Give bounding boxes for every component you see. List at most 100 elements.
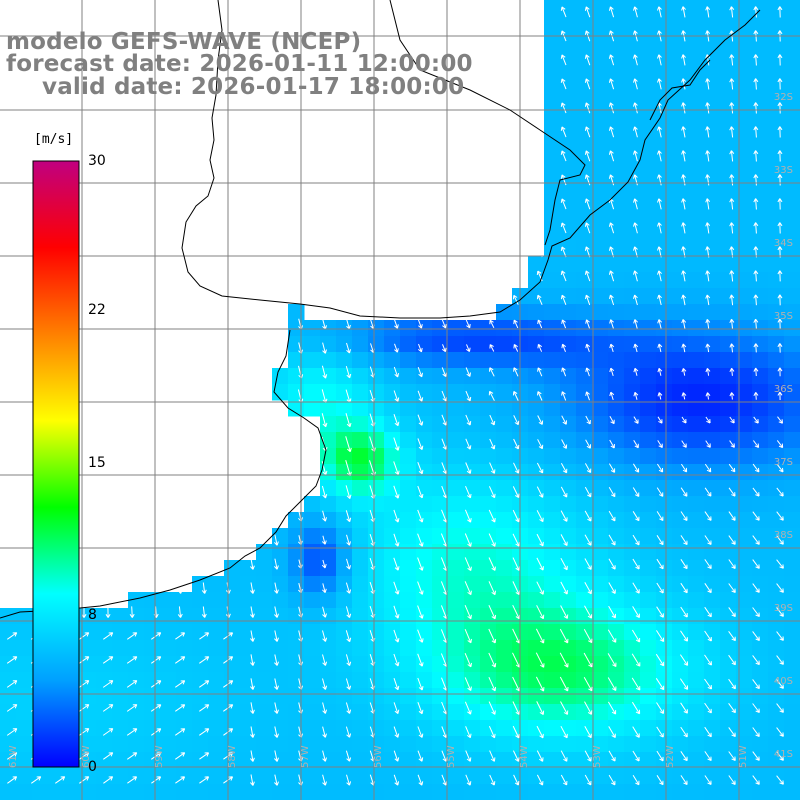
field-cell <box>720 144 737 161</box>
wind-arrow <box>488 557 496 571</box>
field-cell <box>592 144 609 161</box>
field-cell <box>592 784 609 801</box>
field-cell <box>0 640 17 657</box>
field-cell <box>640 128 657 145</box>
field-cell <box>624 176 641 193</box>
wind-arrow <box>151 776 162 784</box>
field-cell <box>656 400 673 417</box>
field-cell <box>688 176 705 193</box>
field-cell <box>624 384 641 401</box>
field-cell <box>624 768 641 785</box>
field-cell <box>768 400 785 417</box>
field-cell <box>624 80 641 97</box>
wind-arrow <box>345 654 352 666</box>
wind-arrow <box>729 416 735 424</box>
field-cell <box>576 16 593 33</box>
field-cell <box>672 192 689 209</box>
field-cell <box>112 640 129 657</box>
field-cell <box>368 688 385 705</box>
field-cell <box>784 96 800 113</box>
wind-arrow <box>274 726 279 738</box>
field-cell <box>576 304 593 321</box>
longitude-label: 59W <box>154 745 165 768</box>
field-cell <box>672 48 689 65</box>
field-cell <box>352 576 369 593</box>
field-cell <box>384 320 401 337</box>
field-cell <box>352 496 369 513</box>
field-cell <box>176 688 193 705</box>
wind-arrow <box>607 653 617 668</box>
field-cell <box>336 464 353 481</box>
field-cell <box>336 624 353 641</box>
field-cell <box>592 448 609 465</box>
wind-arrow <box>608 102 615 114</box>
field-cell <box>704 496 721 513</box>
field-cell <box>672 288 689 305</box>
wind-arrow <box>753 222 759 234</box>
field-cell <box>576 640 593 657</box>
wind-arrow <box>6 656 18 664</box>
field-cell <box>784 320 800 337</box>
longitude-label: 56W <box>373 745 384 768</box>
field-cell <box>592 768 609 785</box>
field-cell <box>464 688 481 705</box>
field-cell <box>496 432 513 449</box>
wind-arrow <box>536 605 545 620</box>
wind-arrow <box>656 582 664 594</box>
field-cell <box>384 528 401 545</box>
field-cell <box>608 752 625 769</box>
field-cell <box>624 592 641 609</box>
field-cell <box>624 144 641 161</box>
wind-arrow <box>274 702 279 714</box>
field-cell <box>736 464 753 481</box>
wind-arrow <box>175 656 186 664</box>
field-cell <box>160 608 177 625</box>
field-cell <box>160 672 177 689</box>
field-cell <box>656 496 673 513</box>
field-cell <box>768 448 785 465</box>
wind-arrow <box>321 485 328 499</box>
field-cell <box>640 432 657 449</box>
field-cell <box>672 160 689 177</box>
field-cell <box>272 656 289 673</box>
field-cell <box>16 752 33 769</box>
field-cell <box>208 640 225 657</box>
field-cell <box>240 736 257 753</box>
wind-arrow <box>633 102 638 114</box>
field-cell <box>576 784 593 801</box>
field-cell <box>752 352 769 369</box>
wind-arrow <box>632 487 640 497</box>
field-cell <box>576 128 593 145</box>
field-cell <box>96 768 113 785</box>
field-cell <box>704 544 721 561</box>
field-cell <box>768 16 785 33</box>
field-cell <box>352 320 369 337</box>
field-cell <box>480 592 497 609</box>
field-cell <box>752 208 769 225</box>
wind-arrow <box>609 439 615 449</box>
field-cell <box>752 576 769 593</box>
field-cell <box>656 272 673 289</box>
field-cell <box>688 464 705 481</box>
field-cell <box>400 688 417 705</box>
wind-arrow <box>489 462 496 474</box>
field-cell <box>656 544 673 561</box>
field-cell <box>736 160 753 177</box>
field-cell <box>640 480 657 497</box>
field-cell <box>672 320 689 337</box>
wind-arrow <box>633 294 638 306</box>
field-cell <box>304 512 321 529</box>
field-cell <box>608 720 625 737</box>
field-cell <box>576 768 593 785</box>
field-cell <box>544 592 561 609</box>
field-cell <box>576 368 593 385</box>
field-cell <box>656 224 673 241</box>
field-cell <box>368 512 385 529</box>
wind-arrow <box>728 631 736 642</box>
field-cell <box>352 416 369 433</box>
field-cell <box>128 736 145 753</box>
field-cell <box>640 272 657 289</box>
wind-arrow <box>728 487 736 497</box>
field-cell <box>688 544 705 561</box>
